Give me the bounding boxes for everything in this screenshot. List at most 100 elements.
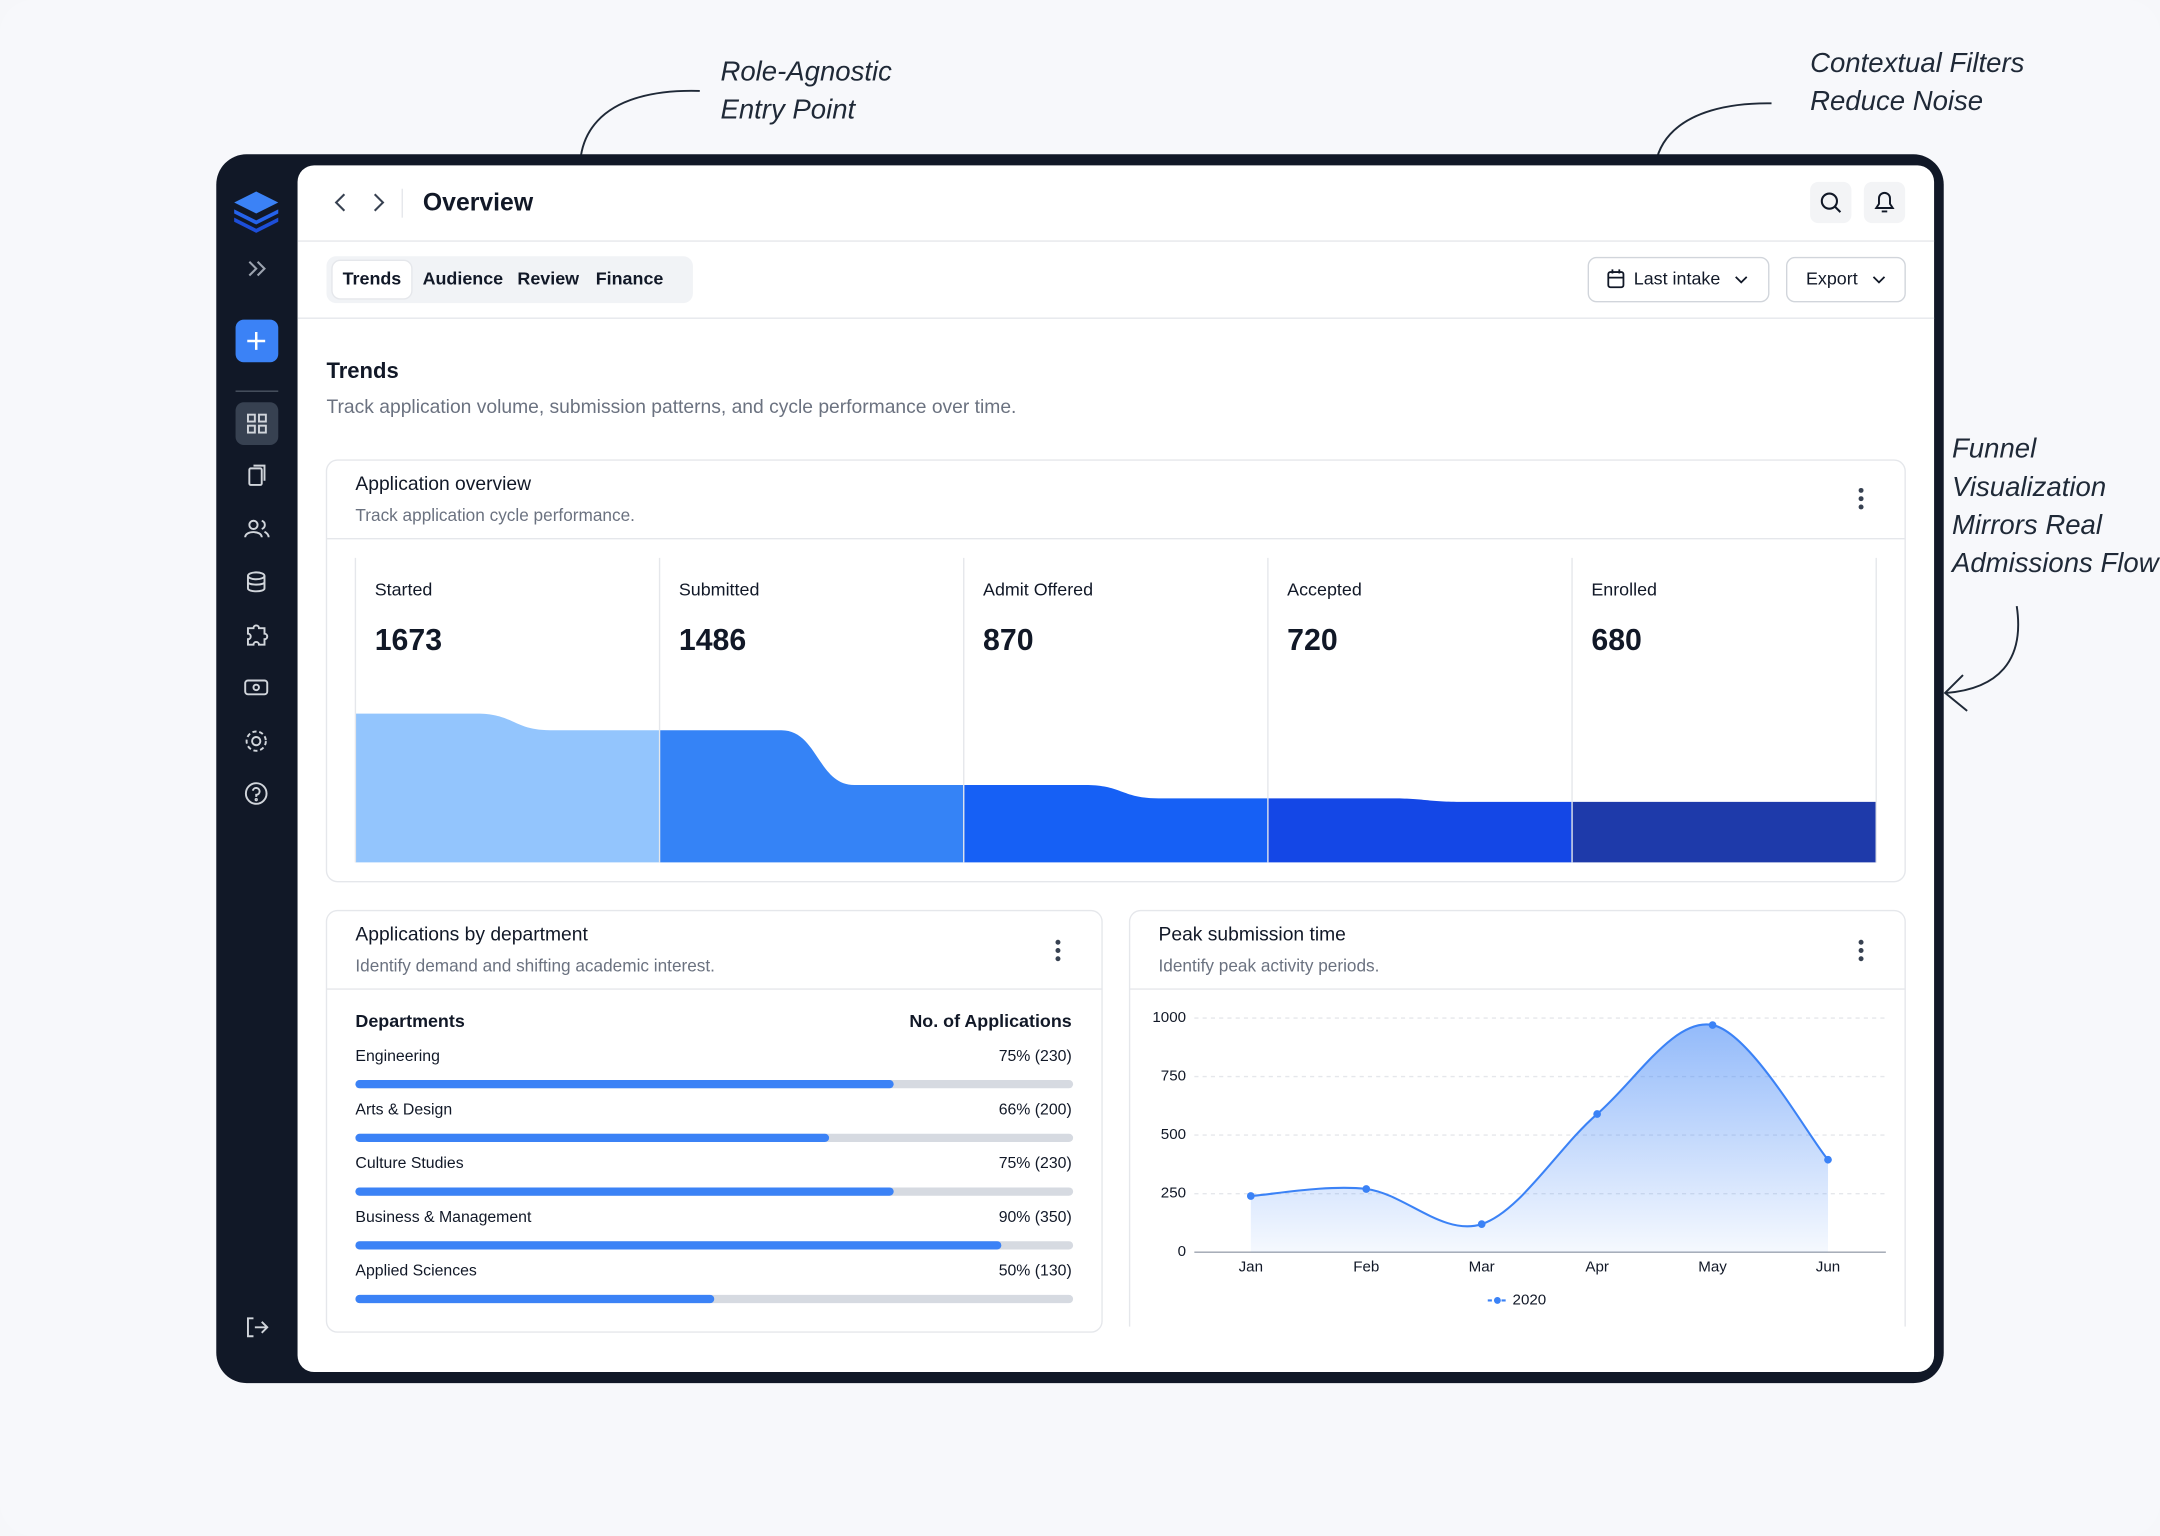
card-title: Peak submission time: [1159, 924, 1346, 945]
bar: [355, 1080, 894, 1089]
point: [1824, 1155, 1832, 1164]
export-button[interactable]: [1785, 256, 1906, 303]
card-menu[interactable]: [1858, 487, 1864, 510]
page-title: Overview: [423, 189, 534, 216]
annotation: Role-Agnostic: [720, 55, 892, 86]
card-subtitle: Identify demand and shifting academic in…: [355, 956, 715, 976]
card-overflow: [1126, 1326, 1908, 1368]
calendar-icon: [1607, 269, 1625, 289]
search-icon: [1820, 192, 1842, 213]
tab[interactable]: Finance: [596, 268, 664, 288]
forward-button[interactable]: [373, 193, 385, 212]
annotation: Visualization: [1952, 471, 2106, 502]
x-tick-label: Jan: [1239, 1258, 1263, 1275]
y-tick-label: 250: [1161, 1185, 1186, 1202]
point: [1477, 1220, 1486, 1228]
stage-value: 1486: [679, 624, 746, 657]
tab[interactable]: Review: [517, 268, 579, 288]
department-name: Business & Management: [355, 1209, 532, 1226]
y-tick-label: 1000: [1152, 1009, 1186, 1026]
bar: [355, 1294, 715, 1304]
card-menu[interactable]: [1055, 939, 1061, 962]
point: [1246, 1192, 1255, 1200]
stage-label: Accepted: [1287, 580, 1362, 600]
point: [1593, 1110, 1601, 1118]
period-filter[interactable]: [1587, 256, 1770, 303]
bar: [355, 1133, 830, 1143]
search-button[interactable]: [1810, 181, 1852, 224]
funnel-stage: [659, 730, 964, 863]
x-tick-label: Mar: [1469, 1258, 1495, 1275]
point: [1362, 1185, 1371, 1193]
chevron: [1735, 276, 1748, 284]
annotation: Contextual Filters: [1810, 47, 2025, 78]
nav-settings[interactable]: [245, 730, 267, 752]
stage-value: 720: [1287, 624, 1338, 657]
back-button[interactable]: [334, 193, 346, 212]
annotation: Reduce Noise: [1810, 85, 1983, 116]
stage-label: Submitted: [679, 580, 760, 600]
nav-help[interactable]: [244, 782, 268, 805]
y-tick-label: 0: [1178, 1243, 1186, 1260]
department-name: Applied Sciences: [355, 1263, 477, 1280]
legend-swatch: [1493, 1296, 1501, 1304]
x-tick-label: Jun: [1816, 1258, 1840, 1275]
nav-dashboard[interactable]: [246, 413, 267, 434]
x-tick-label: Apr: [1585, 1258, 1609, 1275]
section-title: Trends: [326, 358, 398, 383]
x-tick-label: Feb: [1353, 1258, 1379, 1275]
funnel-stage: [1572, 801, 1877, 863]
nav-users[interactable]: [244, 519, 270, 538]
notifications-button[interactable]: [1863, 181, 1906, 224]
sidebar: [234, 191, 279, 1338]
stage-value: 1673: [375, 624, 442, 657]
expand-icon[interactable]: [248, 261, 266, 277]
funnel-stage: [1267, 798, 1573, 863]
nav-billing[interactable]: [244, 679, 269, 696]
nav-logout[interactable]: [246, 1317, 269, 1338]
card-subtitle: Track application cycle performance.: [355, 505, 635, 525]
annotation: Entry Point: [720, 93, 856, 124]
stage-value: 870: [983, 624, 1034, 657]
section-subtitle: Track application volume, submission pat…: [326, 397, 1016, 418]
annotation: Funnel: [1952, 433, 2037, 464]
tab[interactable]: Trends: [343, 268, 402, 288]
funnel-stage: [355, 713, 660, 863]
card-subtitle: Identify peak activity periods.: [1159, 956, 1380, 976]
nav-database[interactable]: [246, 571, 266, 593]
chevron: [1872, 276, 1886, 284]
bell-icon: [1874, 191, 1895, 213]
department-name: Arts & Design: [355, 1102, 452, 1119]
tab-group: [326, 256, 693, 304]
y-tick-label: 750: [1161, 1068, 1186, 1085]
department-name: Culture Studies: [355, 1155, 463, 1172]
nav-integrations[interactable]: [246, 624, 269, 646]
area: [1250, 1024, 1829, 1253]
department-value: 90% (350): [999, 1209, 1072, 1226]
card-title: Applications by department: [355, 924, 588, 945]
tab[interactable]: Audience: [423, 268, 504, 288]
card-title: Application overview: [355, 474, 531, 495]
logo: [234, 191, 279, 233]
add-icon: [247, 332, 266, 350]
card-menu[interactable]: [1858, 939, 1864, 962]
nav-documents[interactable]: [248, 464, 266, 486]
point: [1708, 1021, 1717, 1029]
department-value: 50% (130): [999, 1263, 1072, 1280]
legend-label: 2020: [1513, 1291, 1547, 1308]
annotation: Admissions Flow: [1950, 547, 2160, 578]
department-value: 75% (230): [999, 1155, 1072, 1172]
period-filter-label: Last intake: [1634, 268, 1721, 288]
bar: [355, 1241, 1002, 1250]
department-card: [325, 909, 1103, 1333]
funnel-stage: [963, 784, 1268, 863]
stage-label: Enrolled: [1591, 580, 1657, 600]
column-header: Departments: [355, 1011, 464, 1031]
department-name: Engineering: [355, 1048, 439, 1065]
nav-active-bg: [235, 402, 279, 445]
x-tick-label: May: [1698, 1258, 1727, 1275]
department-value: 75% (230): [999, 1048, 1072, 1065]
column-header: No. of Applications: [909, 1011, 1071, 1031]
export-label: Export: [1806, 268, 1858, 288]
